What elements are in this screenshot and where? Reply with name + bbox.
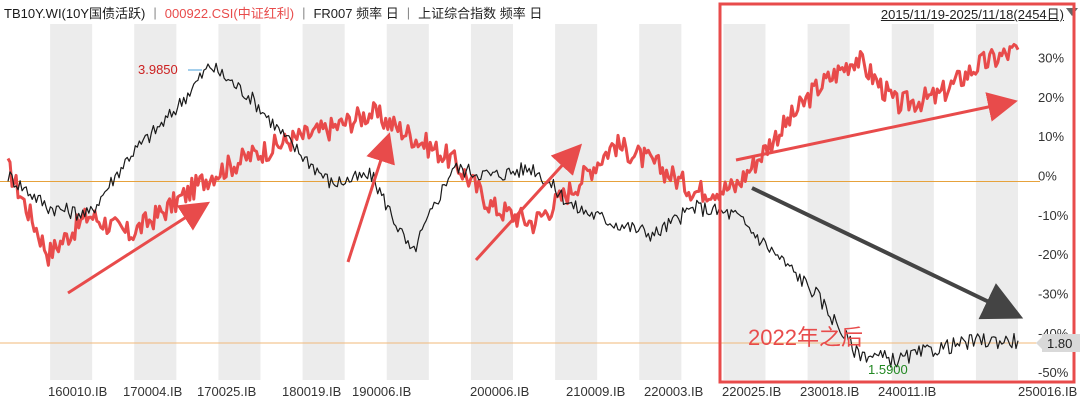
max-value-label: 3.9850 xyxy=(138,62,178,77)
x-tick-label: 230018.IB xyxy=(800,384,859,399)
background-bands xyxy=(50,24,1018,380)
trend-arrows xyxy=(67,2,1076,384)
y-tick-label: 30% xyxy=(1038,51,1064,66)
x-tick-label: 240011.IB xyxy=(878,384,936,399)
bg-band xyxy=(975,24,1018,380)
bg-band xyxy=(639,24,682,380)
dropdown-triangle-icon[interactable] xyxy=(1066,8,1078,16)
bg-band xyxy=(302,24,345,380)
x-axis: 160010.IB 170004.IB 170025.IB 180019.IB 1900… xyxy=(48,384,1077,399)
y-tick-label: -30% xyxy=(1038,286,1069,301)
y-tick-label: 0% xyxy=(1038,169,1057,184)
x-tick-label: 190006.IB xyxy=(352,384,411,399)
highlight-box xyxy=(718,2,1076,384)
y-tick-label: -50% xyxy=(1038,365,1069,380)
series-label-tb10y[interactable]: TB10Y.WI(10Y国债活跃) xyxy=(4,5,146,21)
period-annotation: 2022年之后 xyxy=(748,325,863,350)
trend-arrow-red xyxy=(346,132,395,263)
separator: | xyxy=(302,4,306,20)
trend-arrow-red xyxy=(67,201,211,295)
bg-band xyxy=(218,24,261,380)
x-tick-label: 200006.IB xyxy=(470,384,529,399)
y-tick-label: 20% xyxy=(1038,90,1064,105)
chart-header: TB10Y.WI(10Y国债活跃) | 000922.CSI(中证红利) | F… xyxy=(0,0,1080,24)
current-value-pointer xyxy=(1036,337,1042,349)
x-tick-label: 170004.IB xyxy=(123,384,182,399)
x-tick-label: 170025.IB xyxy=(197,384,256,399)
trend-arrow-dark xyxy=(751,186,1024,320)
x-tick-label: 210009.IB xyxy=(566,384,625,399)
x-tick-label: 180019.IB xyxy=(282,384,341,399)
current-value-box xyxy=(1042,334,1080,352)
trend-arrow-red xyxy=(474,143,583,262)
trend-arrow-red xyxy=(735,92,1018,162)
bg-band xyxy=(386,24,429,380)
series-label-dividend[interactable]: 000922.CSI(中证红利) xyxy=(164,5,295,21)
bg-band xyxy=(891,24,934,380)
series-tb10y-line xyxy=(7,62,1019,368)
y-tick-label: -20% xyxy=(1038,247,1069,262)
date-range[interactable]: 2015/11/19-2025/11/18(2454日) xyxy=(880,7,1064,22)
y-tick-label: 10% xyxy=(1038,129,1064,144)
series-label-shanghai[interactable]: 上证综合指数 频率 日 xyxy=(418,5,543,21)
series-label-fr007[interactable]: FR007 频率 日 xyxy=(313,5,399,21)
y-tick-label: -10% xyxy=(1038,208,1069,223)
x-tick-label: 160010.IB xyxy=(48,384,107,399)
separator: | xyxy=(153,4,157,20)
x-tick-label: 220003.IB xyxy=(644,384,703,399)
annotations: 3.9850 1.5900 1.80 2022年之后 xyxy=(138,62,1080,377)
min-value-label: 1.5900 xyxy=(868,362,908,377)
x-tick-label: 220025.IB xyxy=(722,384,781,399)
separator: | xyxy=(406,4,411,20)
bg-band xyxy=(723,24,766,380)
current-value-label: 1.80 xyxy=(1047,336,1072,351)
right-y-axis: 30%20%10%0%-10%-20%-30%-40%-50% xyxy=(1038,51,1069,381)
baselines xyxy=(0,181,1040,344)
bg-band xyxy=(50,24,93,380)
x-tick-label: 250016.IB xyxy=(1018,384,1077,399)
